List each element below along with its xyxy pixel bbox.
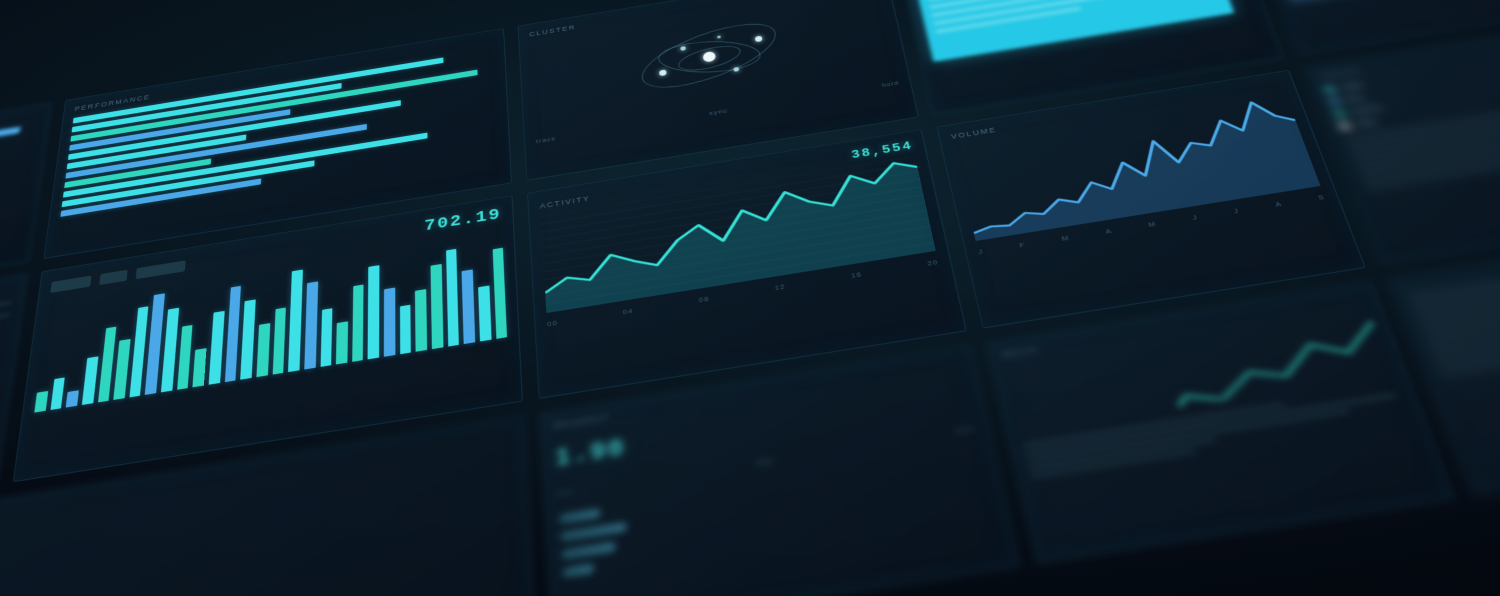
vbar xyxy=(50,377,65,410)
vbar xyxy=(82,357,98,405)
xtick: J xyxy=(1233,207,1240,215)
vbar xyxy=(209,311,225,385)
vbar xyxy=(34,391,48,413)
vbar xyxy=(336,321,348,364)
toolbar-btn-1[interactable] xyxy=(50,275,91,292)
vbar xyxy=(161,308,179,392)
readout-sub-2: max xyxy=(955,424,976,435)
area-title: ACTIVITY xyxy=(540,194,591,210)
sidebar-hbar xyxy=(0,127,20,167)
pill xyxy=(559,508,601,524)
banner-block xyxy=(914,0,1234,62)
legend-dot xyxy=(1330,98,1340,105)
xtick: 12 xyxy=(774,283,786,292)
vbar xyxy=(66,390,79,407)
vbar xyxy=(446,249,459,347)
xtick: M xyxy=(1061,234,1070,243)
readout-sub-0: min xyxy=(557,487,574,498)
vbar xyxy=(256,323,270,377)
pill xyxy=(560,522,627,542)
mountain-panel: VOLUME JFMAMJJAS xyxy=(936,70,1365,329)
xtick: M xyxy=(1147,220,1157,229)
mountain-chart xyxy=(953,93,1320,241)
vbar xyxy=(431,264,444,349)
xtick: J xyxy=(1191,213,1198,221)
orbit-sub-2: hold xyxy=(881,79,900,88)
orbit-node xyxy=(733,67,739,72)
xtick: S xyxy=(1317,193,1326,201)
xtick: J xyxy=(977,248,984,256)
xtick: 00 xyxy=(547,319,558,328)
orbit-sub-0: trace xyxy=(536,135,557,145)
vbar xyxy=(400,304,411,354)
vbar xyxy=(384,288,395,357)
toolbar-btn-3[interactable] xyxy=(136,260,186,279)
vbars-metric: 702.19 xyxy=(424,206,502,236)
vbar xyxy=(288,269,303,372)
vbar xyxy=(478,286,491,342)
vbar xyxy=(304,281,318,369)
vbar xyxy=(320,308,332,366)
xtick: 08 xyxy=(698,295,709,304)
vbar xyxy=(352,284,364,361)
vbar xyxy=(492,247,507,338)
vbar xyxy=(272,307,286,374)
vbar xyxy=(177,325,193,390)
toolbar-btn-2[interactable] xyxy=(99,269,127,284)
pill xyxy=(561,541,616,560)
legend-label: Gamma xyxy=(1349,103,1383,116)
vbar xyxy=(240,300,255,380)
legend-dot xyxy=(1339,122,1349,129)
vbar xyxy=(225,285,242,382)
vbar xyxy=(368,265,380,359)
xtick: A xyxy=(1274,200,1283,208)
dashboard-surface: Q04 PERFORMANCE CLUSTER trace sync hold … xyxy=(0,0,1500,596)
vbar xyxy=(415,289,427,351)
pill xyxy=(562,563,594,578)
readout-sub-1: avg xyxy=(755,456,773,467)
legend-label: Beta xyxy=(1345,93,1366,103)
xtick: 04 xyxy=(623,307,634,316)
legend-dot xyxy=(1335,110,1345,117)
xtick: F xyxy=(1019,241,1027,249)
vbar xyxy=(193,348,207,387)
vbar xyxy=(462,269,475,344)
legend-label: Alpha xyxy=(1340,81,1365,92)
xtick: A xyxy=(1105,227,1113,235)
control-pills xyxy=(0,326,8,472)
legend-dot xyxy=(1325,86,1335,93)
legend-label: Delta xyxy=(1354,117,1377,128)
orbit-sub-1: sync xyxy=(709,107,728,116)
xtick: 16 xyxy=(850,270,862,279)
line-tr-chart xyxy=(1259,0,1500,4)
hbar-row xyxy=(70,70,477,142)
readout-pills xyxy=(559,446,994,584)
vbar xyxy=(113,339,130,400)
xtick: 20 xyxy=(927,258,939,267)
sidebar-hbars xyxy=(0,124,38,258)
mini-line-panel: DELTA xyxy=(986,282,1455,564)
